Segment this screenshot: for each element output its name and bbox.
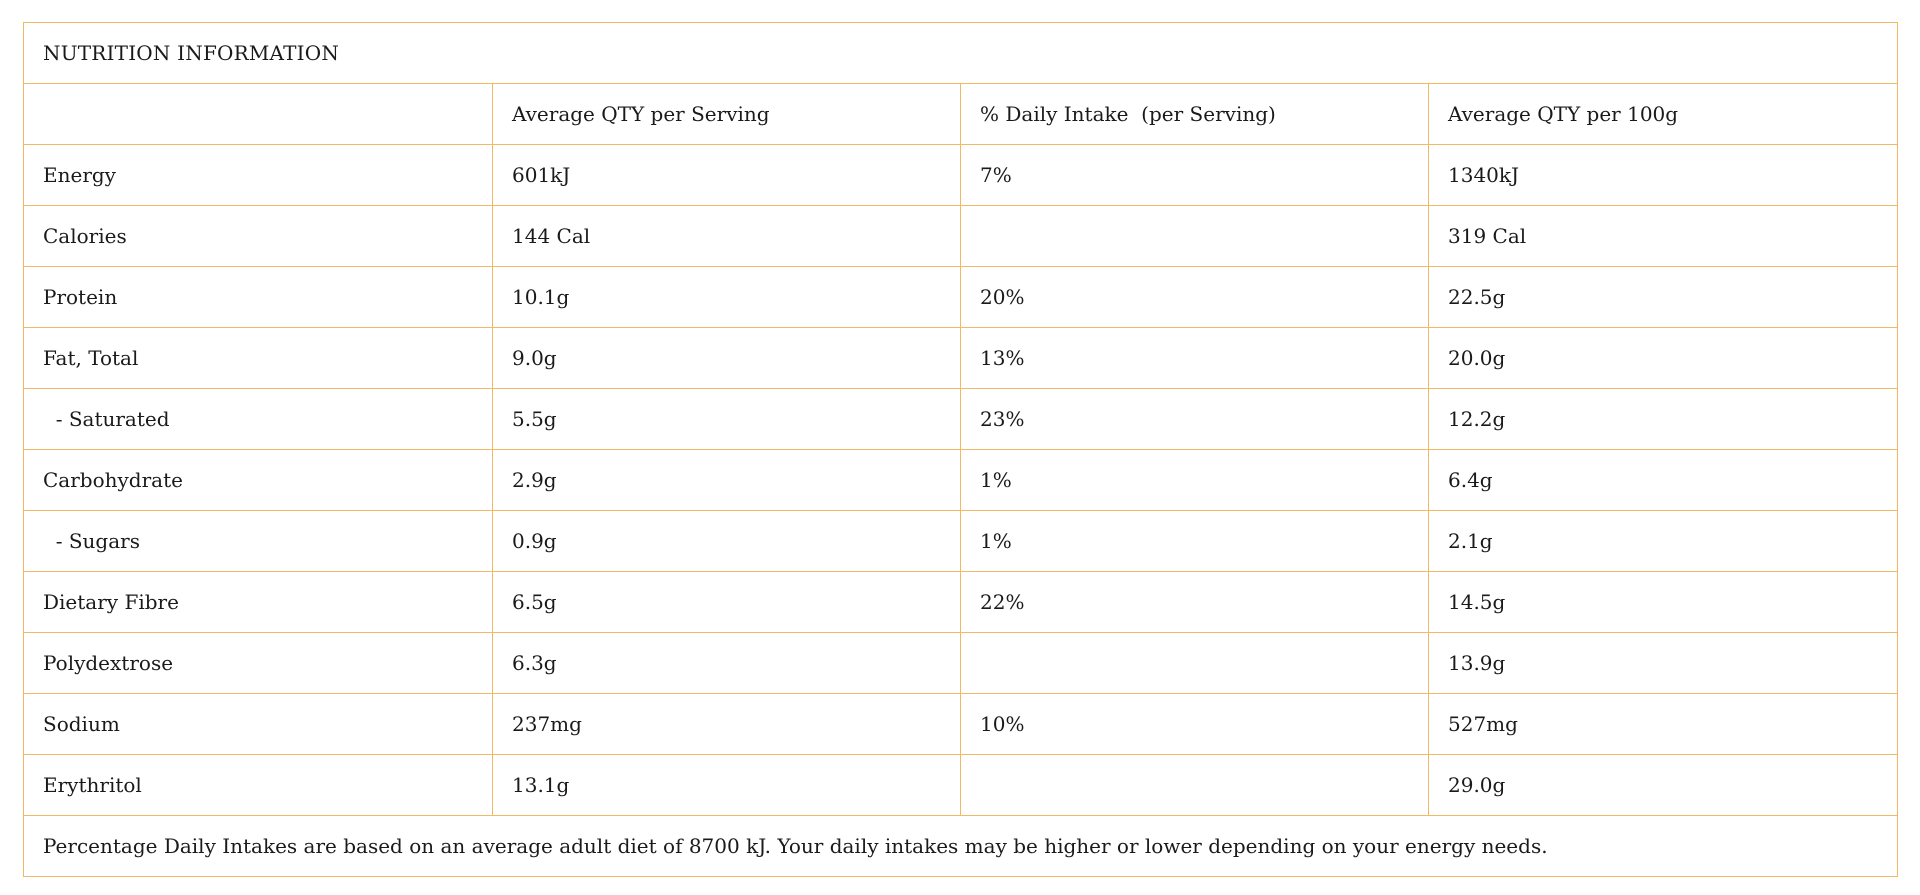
table-row-saturated: - Saturated 5.5g 23% 12.2g: [23, 388, 1899, 450]
daily-intake-value: 7%: [960, 144, 1429, 206]
per-serving-value: 0.9g: [492, 510, 961, 572]
per-100g-value: 12.2g: [1427, 388, 1899, 450]
nutrient-name: Sodium: [23, 693, 493, 755]
per-serving-value: 2.9g: [492, 449, 961, 511]
daily-intake-footnote: Percentage Daily Intakes are based on an…: [22, 815, 1899, 877]
table-row-dietary-fibre: Dietary Fibre 6.5g 22% 14.5g: [23, 571, 1899, 633]
per-100g-value: 14.5g: [1427, 571, 1899, 633]
table-row-sodium: Sodium 237mg 10% 527mg: [23, 693, 1899, 755]
nutrient-name: Energy: [23, 144, 493, 206]
per-serving-value: 6.3g: [492, 632, 961, 694]
per-100g-value: 6.4g: [1427, 449, 1899, 511]
per-100g-value: 29.0g: [1427, 754, 1899, 816]
per-100g-value: 319 Cal: [1427, 205, 1899, 267]
per-100g-value: 13.9g: [1427, 632, 1899, 694]
daily-intake-value: [960, 754, 1429, 816]
daily-intake-value: 10%: [960, 693, 1429, 755]
per-100g-value: 2.1g: [1427, 510, 1899, 572]
table-header-row: Average QTY per Serving % Daily Intake (…: [23, 83, 1899, 145]
nutrient-name: - Sugars: [23, 510, 493, 572]
table-row-sugars: - Sugars 0.9g 1% 2.1g: [23, 510, 1899, 572]
table-row-fat-total: Fat, Total 9.0g 13% 20.0g: [23, 327, 1899, 389]
table-row-polydextrose: Polydextrose 6.3g 13.9g: [23, 632, 1899, 694]
nutrient-name: Polydextrose: [23, 632, 493, 694]
table-row-energy: Energy 601kJ 7% 1340kJ: [23, 144, 1899, 206]
daily-intake-value: 20%: [960, 266, 1429, 328]
nutrient-name: Fat, Total: [23, 327, 493, 389]
nutrient-name: Dietary Fibre: [23, 571, 493, 633]
column-header-daily-intake: % Daily Intake (per Serving): [960, 83, 1429, 145]
per-100g-value: 20.0g: [1427, 327, 1899, 389]
per-100g-value: 1340kJ: [1427, 144, 1899, 206]
table-title-row: NUTRITION INFORMATION: [22, 22, 1899, 84]
daily-intake-value: 22%: [960, 571, 1429, 633]
table-row-erythritol: Erythritol 13.1g 29.0g: [23, 754, 1899, 816]
table-row-protein: Protein 10.1g 20% 22.5g: [23, 266, 1899, 328]
per-serving-value: 237mg: [492, 693, 961, 755]
per-serving-value: 144 Cal: [492, 205, 961, 267]
daily-intake-value: 13%: [960, 327, 1429, 389]
table-footnote-row: Percentage Daily Intakes are based on an…: [22, 815, 1899, 877]
per-100g-value: 527mg: [1427, 693, 1899, 755]
column-header-nutrient: [23, 83, 493, 145]
per-100g-value: 22.5g: [1427, 266, 1899, 328]
nutrient-name: Erythritol: [23, 754, 493, 816]
table-row-carbohydrate: Carbohydrate 2.9g 1% 6.4g: [23, 449, 1899, 511]
daily-intake-value: [960, 205, 1429, 267]
column-header-per-100g: Average QTY per 100g: [1427, 83, 1899, 145]
daily-intake-value: 23%: [960, 388, 1429, 450]
per-serving-value: 9.0g: [492, 327, 961, 389]
column-header-per-serving: Average QTY per Serving: [492, 83, 961, 145]
daily-intake-value: 1%: [960, 510, 1429, 572]
nutrient-name: - Saturated: [23, 388, 493, 450]
nutrient-name: Protein: [23, 266, 493, 328]
per-serving-value: 6.5g: [492, 571, 961, 633]
per-serving-value: 10.1g: [492, 266, 961, 328]
daily-intake-value: 1%: [960, 449, 1429, 511]
daily-intake-value: [960, 632, 1429, 694]
table-title: NUTRITION INFORMATION: [22, 22, 1899, 84]
nutrition-information-table: NUTRITION INFORMATION Average QTY per Se…: [22, 22, 1899, 877]
table-row-calories: Calories 144 Cal 319 Cal: [23, 205, 1899, 267]
per-serving-value: 601kJ: [492, 144, 961, 206]
per-serving-value: 5.5g: [492, 388, 961, 450]
nutrient-name: Carbohydrate: [23, 449, 493, 511]
nutrient-name: Calories: [23, 205, 493, 267]
per-serving-value: 13.1g: [492, 754, 961, 816]
